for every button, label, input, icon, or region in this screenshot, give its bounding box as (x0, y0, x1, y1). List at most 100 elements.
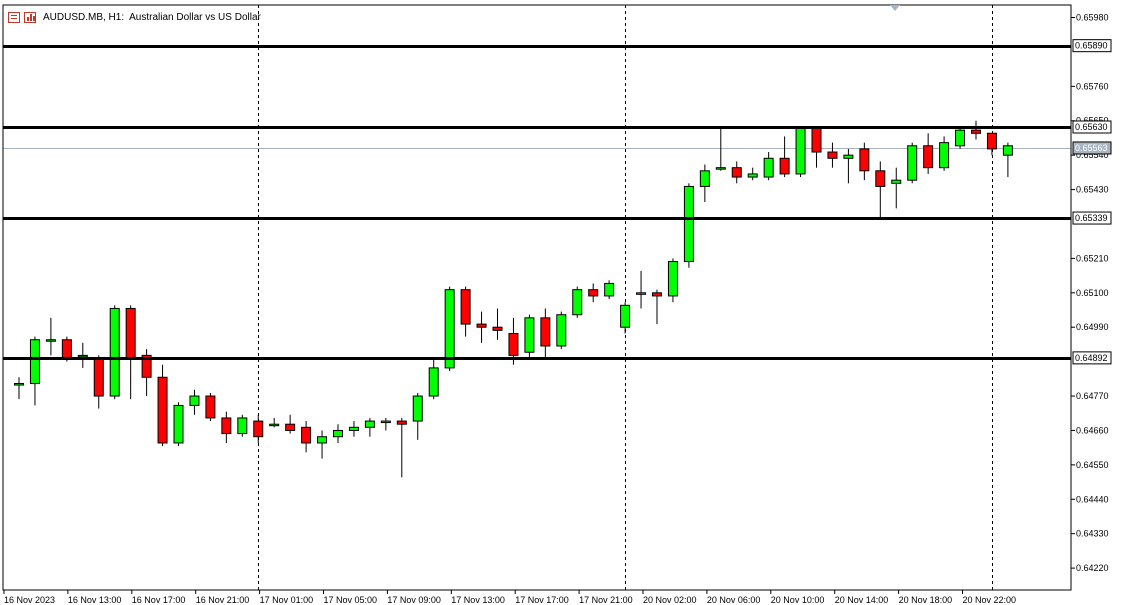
candle[interactable] (93, 355, 104, 409)
candle-body (380, 420, 391, 424)
candle[interactable] (237, 414, 248, 437)
candle[interactable] (109, 305, 120, 400)
candle[interactable] (955, 127, 966, 149)
candle[interactable] (253, 414, 264, 443)
candle-body (859, 148, 870, 172)
candle[interactable] (301, 421, 312, 453)
candle[interactable] (396, 417, 407, 478)
level-price-tag-label: 0.64892 (1075, 353, 1108, 363)
candle[interactable] (141, 349, 152, 397)
candle[interactable] (715, 127, 726, 171)
candle[interactable] (859, 142, 870, 181)
candle-body (189, 395, 200, 406)
candle[interactable] (971, 120, 981, 140)
shift-marker-icon (890, 5, 900, 11)
candle[interactable] (731, 161, 742, 184)
candle[interactable] (364, 417, 375, 437)
candle[interactable] (205, 392, 216, 422)
candle-body (923, 145, 934, 169)
candle[interactable] (699, 164, 710, 203)
candle[interactable] (588, 283, 599, 303)
candle[interactable] (524, 314, 535, 359)
candle[interactable] (380, 417, 391, 431)
candle[interactable] (333, 424, 343, 443)
candle-body (875, 170, 886, 187)
x-tick-label: 17 Nov 05:00 (324, 595, 378, 605)
candle[interactable] (907, 142, 918, 184)
price-axis-labels: 0.659800.657600.656500.655400.654300.652… (1076, 13, 1109, 574)
x-tick-label: 17 Nov 13:00 (451, 595, 505, 605)
x-tick-label: 17 Nov 01:00 (260, 595, 314, 605)
bar-chart-icon[interactable] (24, 11, 36, 23)
candle[interactable] (923, 133, 934, 174)
candle[interactable] (317, 430, 328, 459)
y-tick-label: 0.64770 (1076, 391, 1109, 401)
candle[interactable] (683, 183, 694, 268)
level-price-tag-box (1072, 351, 1112, 365)
x-tick-label: 16 Nov 2023 (4, 595, 55, 605)
candle[interactable] (795, 126, 806, 178)
candle[interactable] (221, 411, 232, 443)
candle[interactable] (572, 286, 583, 318)
axes (2, 4, 1075, 594)
candle[interactable] (476, 311, 487, 343)
candle-body (715, 167, 726, 170)
candle[interactable] (604, 280, 615, 300)
symbol-description: Australian Dollar vs US Dollar (129, 11, 261, 23)
candle[interactable] (652, 289, 662, 325)
candle[interactable] (348, 421, 359, 437)
candle[interactable] (556, 311, 567, 350)
candle[interactable] (667, 258, 678, 303)
candle[interactable] (428, 358, 439, 400)
candle[interactable] (269, 417, 280, 428)
candle[interactable] (875, 161, 886, 218)
candle[interactable] (779, 136, 790, 178)
candle[interactable] (173, 402, 184, 447)
candle[interactable] (763, 152, 774, 181)
candle[interactable] (939, 136, 950, 171)
candle[interactable] (986, 132, 997, 156)
candle[interactable] (492, 308, 503, 340)
candle-body (109, 307, 120, 397)
candle-body (141, 354, 152, 378)
candle[interactable] (45, 317, 56, 356)
candle[interactable] (285, 414, 296, 434)
candle[interactable] (444, 286, 455, 372)
chart-properties-icon[interactable] (8, 11, 20, 23)
candle[interactable] (189, 389, 200, 415)
candle[interactable] (843, 148, 854, 184)
candle[interactable] (14, 377, 24, 400)
candle[interactable] (891, 167, 902, 209)
candle-body (763, 157, 774, 178)
candle[interactable] (460, 286, 471, 337)
candle-body (157, 376, 168, 444)
candle-body (173, 404, 184, 444)
candle[interactable] (811, 126, 822, 168)
y-tick-label: 0.64550 (1076, 460, 1109, 470)
candle[interactable] (508, 317, 519, 365)
candle[interactable] (412, 392, 423, 440)
candle[interactable] (827, 142, 838, 168)
candle-body (444, 289, 455, 369)
candle-body (460, 289, 471, 325)
candle-body (795, 126, 806, 175)
price-tags: 0.65890 0.65630 0.65339 0.64892 0.65563 (1072, 39, 1112, 365)
candle-body (476, 323, 487, 328)
candle-body (269, 423, 280, 427)
candle[interactable] (1002, 142, 1013, 178)
candle[interactable] (77, 342, 88, 368)
candle-body (811, 126, 822, 153)
candle[interactable] (125, 305, 136, 400)
x-tick-label: 20 Nov 18:00 (899, 595, 953, 605)
candle[interactable] (620, 302, 631, 334)
candle[interactable] (636, 270, 647, 309)
candle-body (955, 129, 966, 147)
x-tick-label: 17 Nov 21:00 (579, 595, 633, 605)
candle[interactable] (157, 364, 168, 447)
candle[interactable] (747, 167, 758, 181)
candle-body (508, 332, 519, 356)
candle[interactable] (29, 336, 40, 406)
candle[interactable] (540, 308, 551, 359)
candle-body (986, 132, 997, 150)
